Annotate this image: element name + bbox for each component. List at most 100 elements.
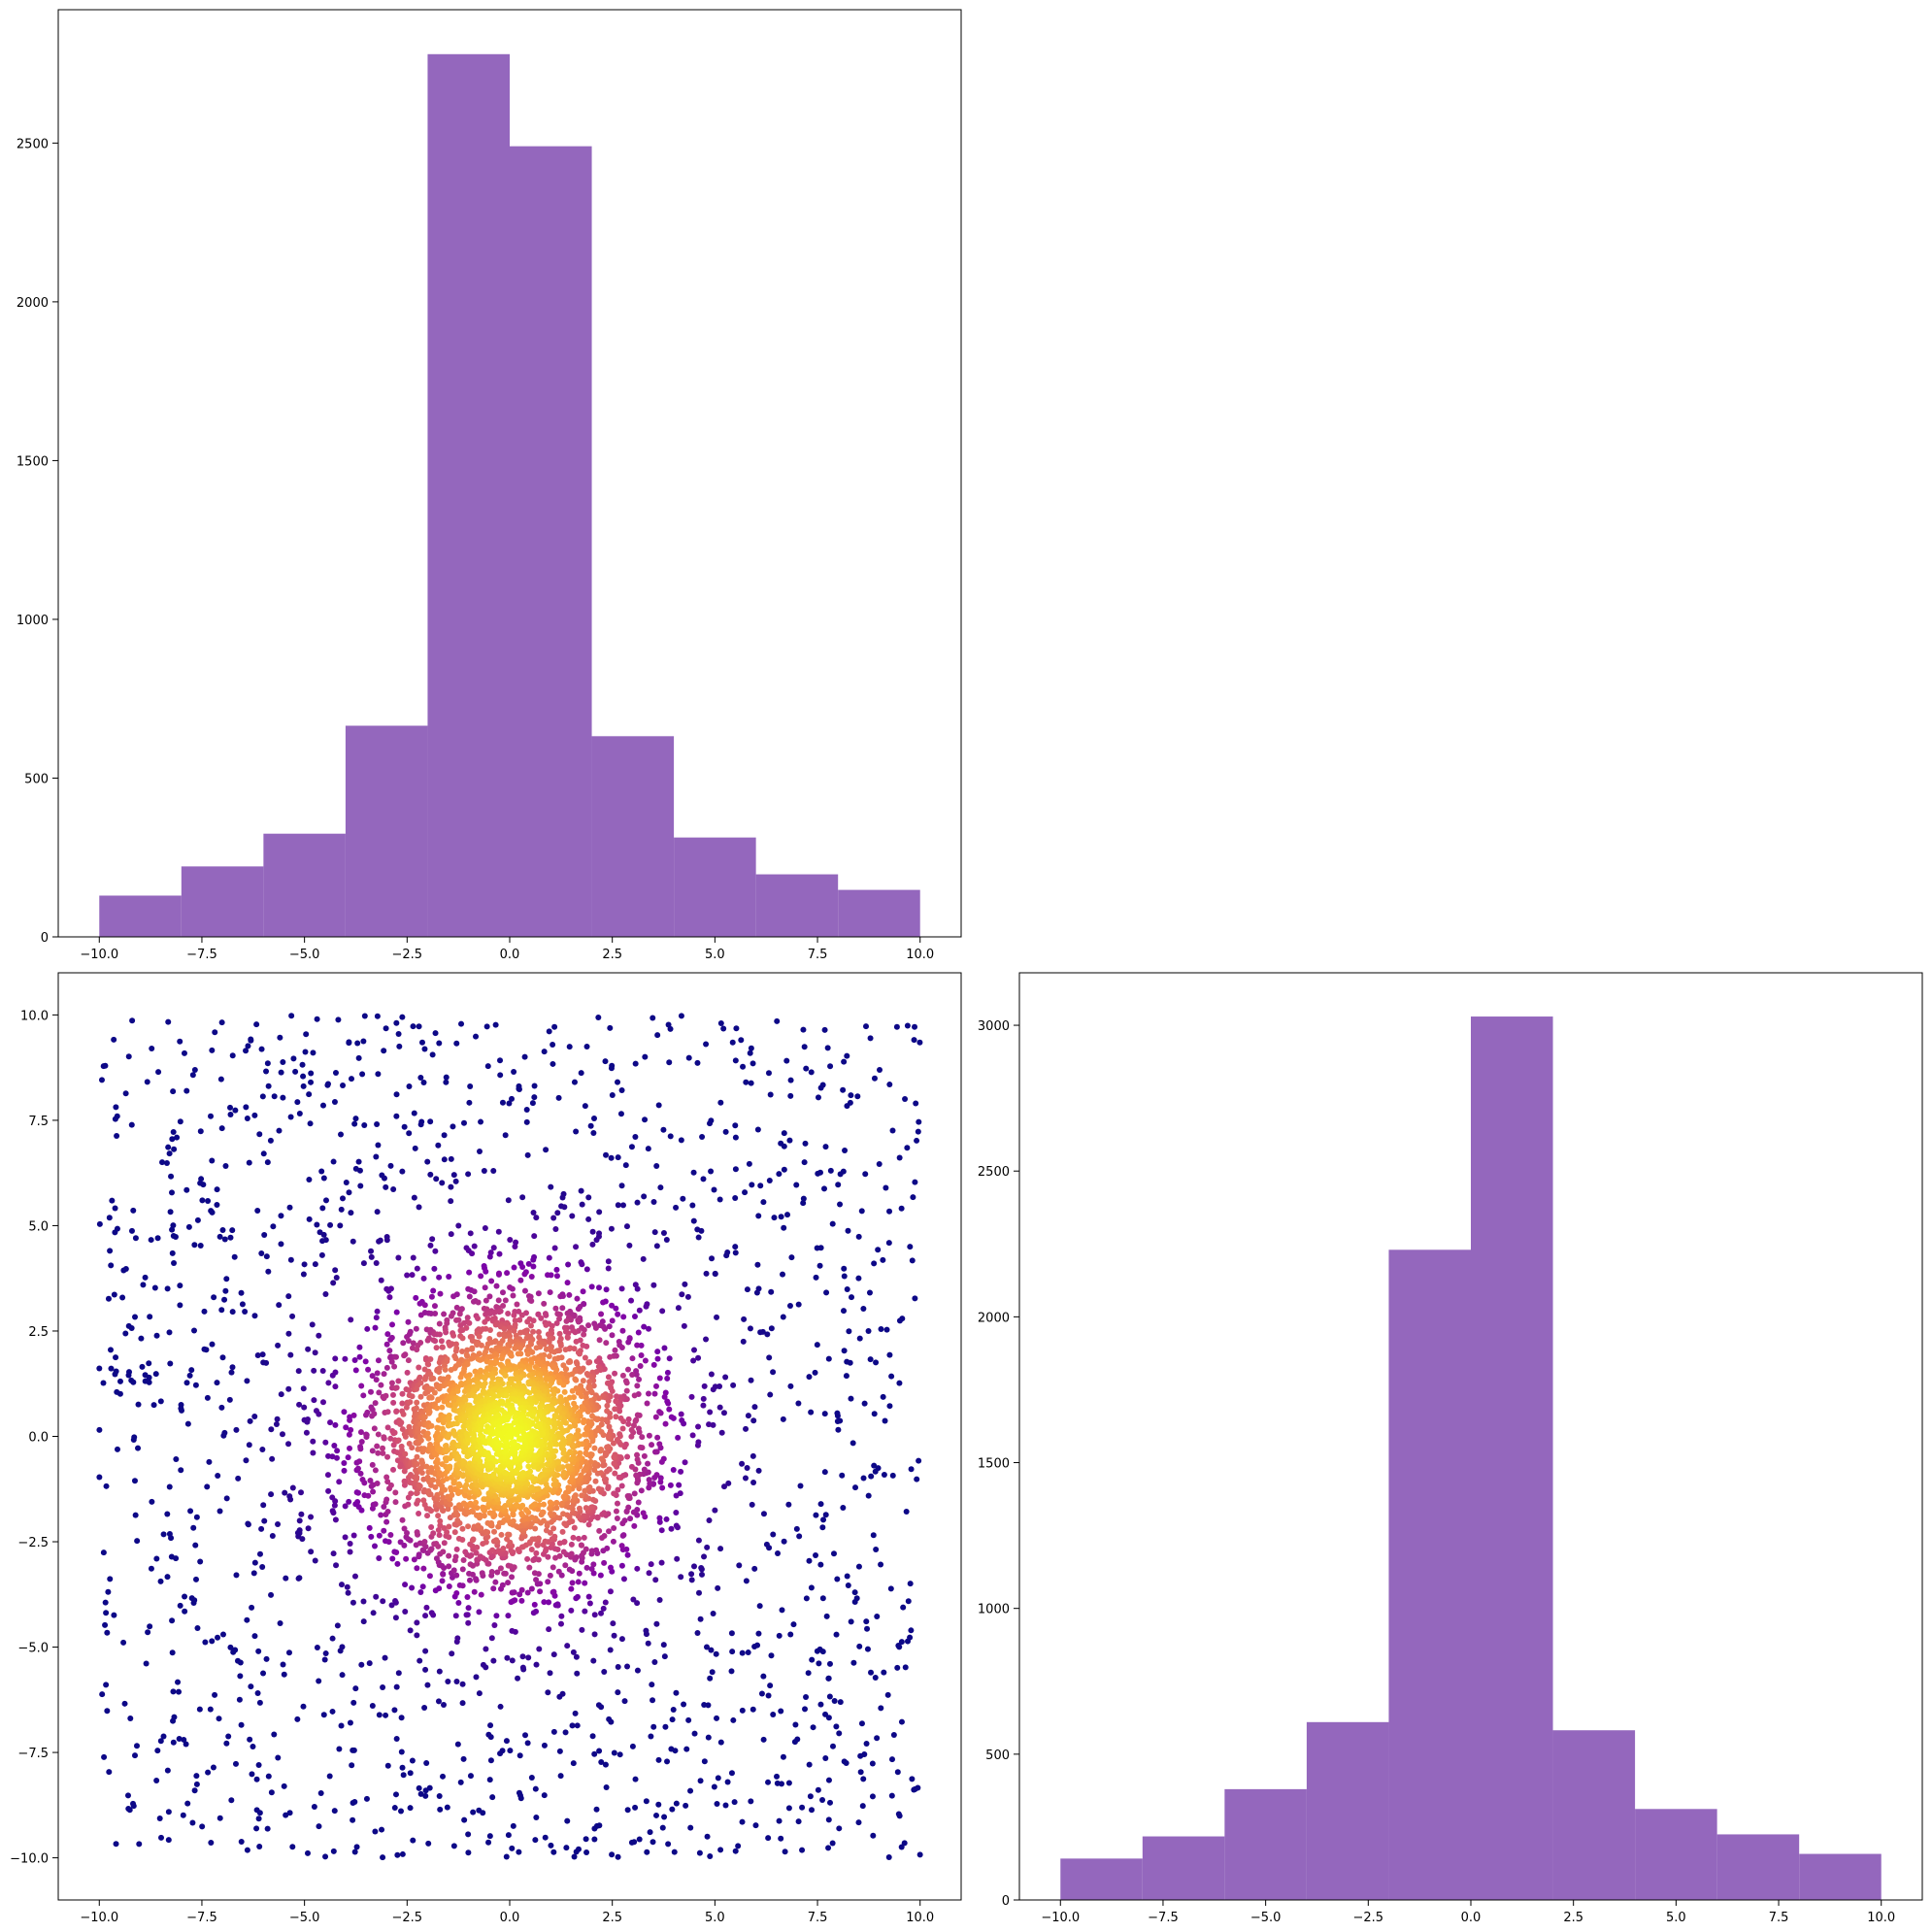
- scatter-point: [912, 1023, 918, 1030]
- scatter-point: [286, 1493, 293, 1500]
- scatter-point: [743, 1079, 749, 1085]
- scatter-point: [253, 1807, 260, 1814]
- scatter-point: [642, 1116, 649, 1123]
- scatter-point: [688, 1393, 695, 1400]
- scatter-point: [417, 1393, 424, 1400]
- scatter-point: [384, 1331, 391, 1338]
- scatter-point: [316, 1823, 322, 1830]
- scatter-point: [193, 1773, 200, 1780]
- scatter-point: [714, 1800, 720, 1807]
- scatter-point: [542, 1466, 549, 1473]
- scatter-point: [687, 1787, 694, 1794]
- scatter-point: [436, 1668, 443, 1675]
- scatter-point: [757, 1329, 764, 1336]
- scatter-point: [244, 1847, 250, 1853]
- scatter-point: [425, 1435, 432, 1442]
- scatter-point: [488, 1519, 495, 1526]
- scatter-point: [817, 1084, 824, 1091]
- scatter-point: [583, 1449, 589, 1456]
- scatter-point: [300, 1703, 307, 1710]
- scatter-point: [128, 1325, 135, 1332]
- scatter-point: [629, 1355, 636, 1362]
- scatter-point: [872, 1675, 879, 1682]
- scatter-point: [837, 1201, 844, 1208]
- scatter-point: [320, 1175, 327, 1182]
- scatter-point: [229, 1227, 236, 1234]
- scatter-point: [407, 1627, 414, 1634]
- scatter-point: [634, 1667, 641, 1674]
- scatter-point: [552, 1226, 559, 1233]
- scatter-point: [553, 1266, 560, 1273]
- scatter-point: [694, 1226, 701, 1233]
- scatter-point: [453, 1589, 460, 1596]
- scatter-point: [339, 1644, 346, 1650]
- scatter-point: [556, 1748, 563, 1754]
- scatter-point: [795, 1400, 802, 1407]
- scatter-point: [431, 1389, 438, 1396]
- scatter-point: [561, 1204, 568, 1211]
- scatter-point: [645, 1390, 651, 1397]
- scatter-point: [170, 1128, 177, 1135]
- scatter-point: [790, 1621, 797, 1628]
- scatter-point: [441, 1540, 448, 1547]
- scatter-point: [486, 1253, 493, 1260]
- scatter-point: [530, 1328, 537, 1335]
- scatter-point: [348, 1316, 354, 1323]
- scatter-point: [569, 1722, 576, 1729]
- scatter-point: [191, 1327, 198, 1334]
- scatter-point: [530, 1317, 537, 1324]
- scatter-point: [855, 1233, 862, 1240]
- scatter-point: [731, 1799, 738, 1806]
- scatter-point: [546, 1028, 552, 1035]
- scatter-point: [441, 1524, 448, 1531]
- scatter-point: [631, 1314, 638, 1320]
- scatter-point: [152, 1371, 159, 1378]
- scatter-point: [825, 1675, 832, 1682]
- scatter-point: [167, 1360, 174, 1367]
- scatter-point: [170, 1088, 177, 1095]
- scatter-point: [448, 1484, 454, 1491]
- scatter-point: [170, 1688, 177, 1695]
- scatter-point: [494, 1569, 501, 1576]
- scatter-point: [505, 1832, 512, 1839]
- scatter-point: [175, 1679, 182, 1685]
- scatter-point: [365, 1366, 372, 1373]
- scatter-point: [898, 1639, 905, 1646]
- scatter-point: [878, 1326, 884, 1333]
- scatter-point: [874, 1614, 881, 1620]
- scatter-point: [428, 1524, 435, 1531]
- scatter-point: [169, 1136, 176, 1143]
- scatter-point: [346, 1040, 352, 1047]
- scatter-point: [527, 1322, 534, 1329]
- scatter-point: [177, 1038, 183, 1045]
- scatter-point: [504, 1536, 511, 1543]
- scatter-point: [699, 1133, 706, 1140]
- scatter-point: [884, 1691, 891, 1698]
- scatter-point: [416, 1023, 422, 1030]
- scatter-point: [237, 1673, 244, 1680]
- scatter-point: [398, 1749, 405, 1755]
- scatter-point: [609, 1851, 616, 1858]
- scatter-point: [529, 1349, 536, 1355]
- scatter-point: [450, 1567, 457, 1574]
- scatter-point: [616, 1751, 623, 1758]
- scatter-point: [728, 1668, 735, 1675]
- scatter-point: [579, 1626, 585, 1633]
- scatter-point: [578, 1472, 584, 1479]
- scatter-point: [654, 1349, 661, 1355]
- scatter-point: [530, 1461, 537, 1468]
- scatter-point: [413, 1405, 419, 1412]
- scatter-point: [669, 1716, 676, 1723]
- scatter-point: [316, 1411, 322, 1417]
- scatter-point: [840, 1505, 847, 1512]
- scatter-point: [650, 1839, 656, 1846]
- scatter-point: [696, 1849, 703, 1856]
- scatter-point: [349, 1762, 355, 1769]
- scatter-point: [334, 1448, 341, 1454]
- scatter-point: [658, 1527, 665, 1534]
- scatter-point: [421, 1302, 428, 1309]
- scatter-point: [448, 1155, 454, 1162]
- scatter-point: [208, 1113, 215, 1119]
- scatter-point: [114, 1133, 120, 1140]
- scatter-point: [898, 1718, 905, 1725]
